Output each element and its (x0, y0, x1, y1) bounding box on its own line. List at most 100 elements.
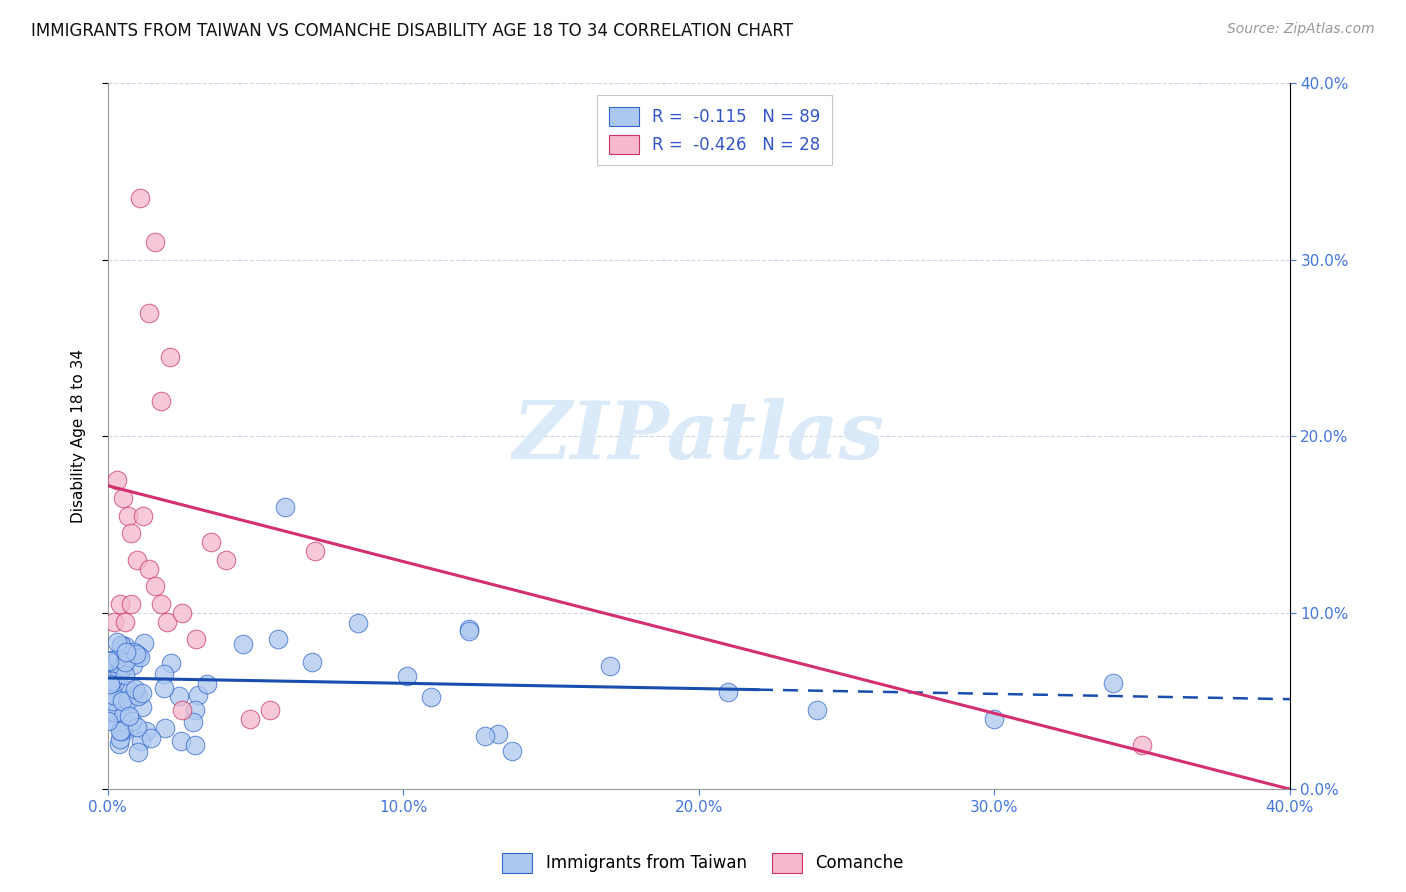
Point (806, 703, 828, 717)
Point (419, 690, 441, 705)
Point (112, 724, 135, 739)
Point (125, 648, 148, 662)
Point (115, 645, 138, 659)
Point (112, 659, 135, 673)
Point (122, 645, 145, 659)
Point (108, 597, 131, 611)
Point (1130, 738, 1153, 752)
Point (121, 714, 143, 728)
Point (105, 635, 128, 649)
Point (396, 669, 419, 683)
Point (98, 706, 121, 720)
Point (156, 615, 179, 629)
Text: ZIPatlas: ZIPatlas (513, 398, 884, 475)
Point (153, 721, 176, 735)
Point (104, 706, 127, 721)
Point (170, 734, 193, 748)
Point (127, 746, 149, 760)
Point (143, 579, 166, 593)
Point (127, 689, 149, 703)
Point (149, 394, 172, 409)
Point (131, 686, 153, 700)
Point (104, 689, 127, 703)
Legend: Immigrants from Taiwan, Comanche: Immigrants from Taiwan, Comanche (496, 847, 910, 880)
Point (135, 723, 157, 738)
Point (98, 654, 121, 668)
Point (304, 544, 326, 558)
Point (112, 723, 135, 737)
Point (103, 688, 125, 702)
Point (347, 615, 370, 630)
Point (983, 712, 1005, 726)
Point (153, 666, 176, 681)
Point (132, 636, 155, 650)
Point (1101, 676, 1123, 690)
Point (98, 704, 121, 718)
Point (143, 235, 166, 250)
Point (139, 731, 162, 745)
Point (138, 561, 160, 575)
Point (118, 682, 141, 697)
Point (103, 656, 125, 670)
Point (183, 703, 205, 717)
Point (129, 191, 152, 205)
Point (110, 724, 132, 739)
Point (114, 668, 136, 682)
Point (167, 690, 190, 704)
Point (124, 681, 146, 696)
Point (103, 694, 125, 708)
Point (97, 714, 120, 729)
Point (105, 474, 128, 488)
Point (120, 526, 142, 541)
Point (717, 685, 740, 699)
Point (114, 655, 136, 669)
Point (118, 709, 141, 723)
Point (98, 713, 121, 727)
Point (103, 615, 125, 629)
Point (132, 508, 155, 523)
Point (127, 648, 149, 663)
Point (239, 712, 262, 726)
Text: IMMIGRANTS FROM TAIWAN VS COMANCHE DISABILITY AGE 18 TO 34 CORRELATION CHART: IMMIGRANTS FROM TAIWAN VS COMANCHE DISAB… (31, 22, 793, 40)
Point (486, 727, 509, 741)
Point (122, 657, 145, 672)
Point (107, 651, 129, 665)
Point (100, 653, 122, 667)
Point (232, 637, 254, 651)
Point (457, 624, 479, 639)
Point (200, 535, 222, 549)
Y-axis label: Disability Age 18 to 34: Disability Age 18 to 34 (72, 350, 86, 524)
Point (274, 500, 297, 514)
Point (266, 632, 288, 647)
Point (115, 648, 138, 663)
Point (124, 687, 146, 701)
Point (159, 350, 181, 364)
Point (181, 714, 204, 729)
Point (112, 654, 135, 668)
Point (187, 688, 209, 702)
Point (129, 733, 152, 747)
Point (110, 638, 132, 652)
Text: Source: ZipAtlas.com: Source: ZipAtlas.com (1227, 22, 1375, 37)
Point (152, 681, 174, 695)
Point (170, 606, 193, 620)
Point (170, 703, 193, 717)
Point (101, 673, 124, 688)
Point (108, 701, 131, 715)
Point (117, 508, 139, 523)
Point (117, 692, 139, 706)
Point (107, 662, 129, 676)
Point (501, 744, 523, 758)
Point (160, 656, 183, 670)
Point (110, 732, 132, 747)
Point (98, 677, 121, 691)
Point (111, 491, 134, 505)
Point (114, 615, 136, 629)
Point (215, 553, 238, 567)
Point (131, 700, 153, 714)
Legend: R =  -0.115   N = 89, R =  -0.426   N = 28: R = -0.115 N = 89, R = -0.426 N = 28 (598, 95, 832, 166)
Point (474, 729, 496, 743)
Point (184, 739, 207, 753)
Point (111, 708, 134, 723)
Point (127, 553, 149, 567)
